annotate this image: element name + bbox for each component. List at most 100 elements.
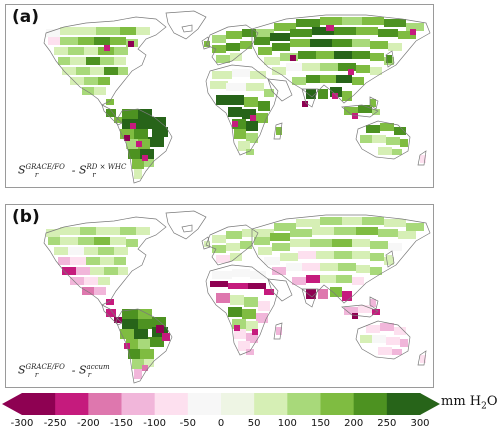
grid-cell-b-92 bbox=[406, 223, 424, 231]
coastline-a-0 bbox=[43, 16, 167, 106]
grid-cell-a-144 bbox=[352, 113, 358, 119]
grid-cell-b-60 bbox=[240, 241, 252, 249]
grid-cell-b-89 bbox=[342, 217, 362, 225]
grid-cell-b-38 bbox=[122, 319, 138, 329]
grid-cell-b-65 bbox=[250, 271, 266, 279]
grid-cell-a-60 bbox=[212, 45, 226, 53]
grid-cell-a-34 bbox=[104, 45, 110, 51]
grid-cell-a-95 bbox=[254, 37, 270, 45]
grid-cell-a-23 bbox=[76, 67, 90, 75]
colorbar-segment-5 bbox=[187, 393, 222, 415]
grid-cell-a-12 bbox=[54, 47, 68, 55]
grid-cell-a-63 bbox=[216, 55, 230, 63]
colorbar-tick-label: -250 bbox=[43, 418, 67, 429]
grid-cell-b-45 bbox=[138, 339, 150, 349]
grid-cell-a-86 bbox=[250, 115, 256, 121]
grid-cell-b-108 bbox=[388, 243, 402, 251]
grid-cell-a-87 bbox=[256, 29, 274, 37]
grid-cell-a-102 bbox=[398, 31, 416, 39]
grid-cell-a-100 bbox=[356, 27, 378, 35]
grid-cell-a-71 bbox=[264, 89, 274, 97]
grid-cell-b-133 bbox=[344, 307, 358, 315]
grid-cell-b-101 bbox=[258, 247, 272, 255]
grid-cell-a-65 bbox=[212, 71, 232, 79]
colorbar-extend-max bbox=[420, 393, 440, 415]
grid-cell-a-101 bbox=[378, 29, 398, 37]
grid-cell-b-83 bbox=[234, 325, 240, 331]
grid-cell-b-66 bbox=[210, 281, 228, 287]
grid-cell-a-158 bbox=[204, 41, 210, 47]
grid-cell-b-42 bbox=[134, 329, 148, 339]
grid-cell-b-103 bbox=[290, 239, 310, 247]
grid-cell-b-69 bbox=[264, 289, 274, 295]
grid-cell-a-83 bbox=[238, 141, 250, 151]
coastline-b-1 bbox=[165, 210, 207, 240]
grid-cell-a-26 bbox=[118, 67, 128, 75]
grid-cell-a-50 bbox=[132, 159, 144, 169]
grid-cell-a-112 bbox=[280, 53, 298, 61]
grid-cell-a-141 bbox=[344, 107, 358, 115]
grid-cell-b-58 bbox=[212, 245, 226, 253]
grid-cell-b-132 bbox=[342, 291, 352, 301]
grid-cell-b-93 bbox=[254, 237, 270, 245]
grid-cell-b-12 bbox=[54, 247, 68, 255]
grid-cell-a-53 bbox=[130, 123, 136, 129]
grid-cell-a-3 bbox=[96, 27, 120, 35]
grid-cell-a-37 bbox=[122, 109, 138, 119]
grid-cell-b-80 bbox=[246, 333, 258, 343]
grid-cell-a-134 bbox=[342, 91, 352, 101]
grid-cell-a-133 bbox=[330, 87, 342, 97]
grid-cell-b-106 bbox=[352, 239, 370, 247]
grid-cell-a-39 bbox=[152, 117, 166, 127]
coastline-b-8 bbox=[301, 288, 319, 308]
grid-cell-a-97 bbox=[290, 29, 312, 37]
coastline-b-14 bbox=[273, 322, 283, 340]
grid-cell-a-46 bbox=[126, 139, 138, 149]
map-panel-a: (a) SGRACE/FOr - SRD × WHCr bbox=[5, 4, 434, 188]
grid-cell-b-16 bbox=[114, 247, 128, 255]
grid-cell-b-49 bbox=[144, 359, 154, 367]
coastline-b-16 bbox=[181, 224, 193, 233]
grid-cell-a-111 bbox=[264, 57, 280, 65]
grid-cell-a-120 bbox=[286, 63, 302, 71]
grid-cell-a-6 bbox=[48, 37, 60, 45]
grid-cell-b-32 bbox=[106, 299, 114, 305]
grid-cell-b-95 bbox=[290, 229, 312, 237]
grid-cell-a-157 bbox=[276, 127, 282, 135]
grid-cell-b-78 bbox=[246, 321, 258, 331]
grid-cell-a-75 bbox=[258, 101, 270, 111]
grid-cell-a-52 bbox=[134, 169, 142, 179]
grid-cell-b-121 bbox=[338, 263, 356, 271]
grid-cell-b-62 bbox=[230, 253, 242, 261]
grid-cell-a-24 bbox=[90, 67, 104, 75]
coastline-a-12 bbox=[385, 50, 395, 68]
grid-cell-b-114 bbox=[352, 251, 370, 259]
grid-cell-b-76 bbox=[256, 313, 268, 323]
grid-cell-a-80 bbox=[246, 121, 258, 131]
formula-b: SGRACE/FOr - Saccumr bbox=[18, 363, 110, 379]
grid-cell-b-73 bbox=[258, 301, 270, 311]
formula-a: SGRACE/FOr - SRD × WHCr bbox=[18, 163, 127, 179]
grid-cell-a-64 bbox=[230, 53, 242, 61]
grid-cell-b-26 bbox=[118, 267, 128, 275]
grid-cell-b-109 bbox=[264, 257, 280, 265]
grid-cell-b-30 bbox=[82, 287, 94, 295]
grid-cell-b-115 bbox=[370, 253, 384, 261]
grid-cell-b-107 bbox=[370, 241, 388, 249]
grid-cell-b-47 bbox=[140, 349, 154, 359]
grid-cell-a-2 bbox=[80, 27, 96, 35]
grid-cell-b-52 bbox=[162, 333, 170, 341]
grid-cell-a-20 bbox=[100, 57, 114, 65]
coastline-a-15 bbox=[201, 36, 211, 50]
grid-cell-b-64 bbox=[232, 269, 250, 277]
grid-cell-b-44 bbox=[126, 339, 138, 349]
grid-cell-a-44 bbox=[134, 129, 148, 139]
grid-cell-a-31 bbox=[94, 87, 106, 95]
grid-cell-a-45 bbox=[148, 137, 164, 147]
grid-cell-a-10 bbox=[110, 37, 126, 45]
grid-cell-a-145 bbox=[370, 99, 376, 107]
grid-cell-b-18 bbox=[70, 257, 86, 265]
colorbar bbox=[2, 393, 440, 415]
grid-cell-a-156 bbox=[420, 155, 426, 163]
grid-cell-a-78 bbox=[256, 113, 268, 123]
